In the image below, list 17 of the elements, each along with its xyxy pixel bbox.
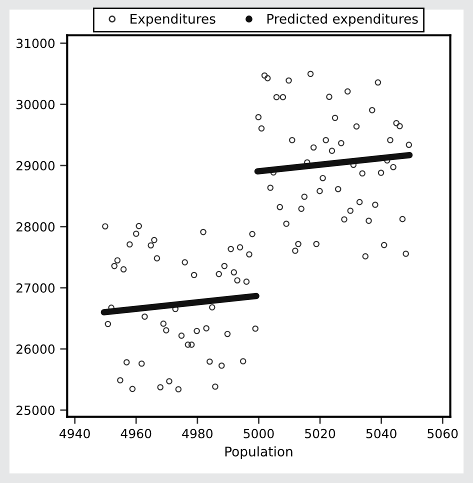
y-tick-label: 29000 <box>16 160 55 170</box>
y-tick-label: 30000 <box>16 100 55 110</box>
legend-label: Predicted expenditures <box>267 14 418 26</box>
y-tick-label: 27000 <box>16 283 55 293</box>
y-tick-label: 25000 <box>16 406 55 416</box>
x-axis-title: Population <box>225 446 292 460</box>
legend-label: Expenditures <box>130 14 216 26</box>
x-tick-label: 4960 <box>120 428 152 438</box>
x-tick-label: 5060 <box>428 428 458 438</box>
x-tick-label: 5020 <box>305 428 336 438</box>
y-tick-label: 31000 <box>16 38 55 48</box>
x-tick-label: 4940 <box>60 428 90 438</box>
y-tick-label: 26000 <box>16 344 55 354</box>
x-tick-label: 5040 <box>366 428 396 438</box>
y-tick-label: 28000 <box>16 222 55 232</box>
x-tick-label: 4980 <box>182 428 213 438</box>
x-tick-label: 5000 <box>244 428 274 438</box>
